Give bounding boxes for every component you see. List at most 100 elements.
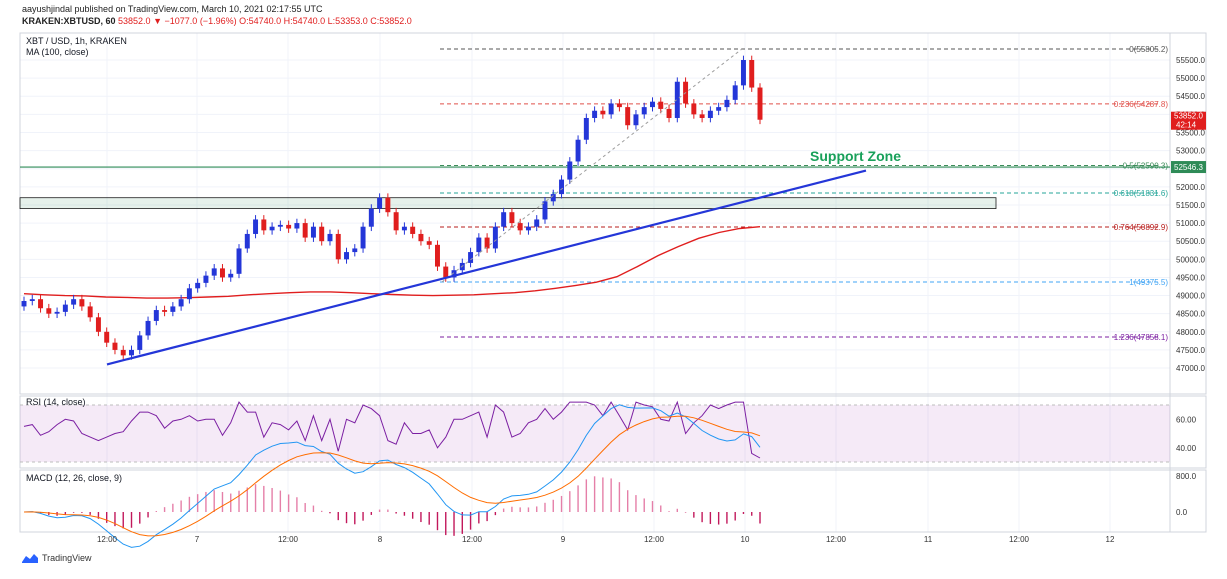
candle-body xyxy=(484,237,490,249)
candle-body xyxy=(435,244,440,267)
x-tick-label: 9 xyxy=(561,535,566,544)
rsi-legend: RSI (14, close) xyxy=(26,397,86,407)
fib-level-label: 0(55805.2) xyxy=(1129,45,1168,54)
candle-body xyxy=(46,308,52,314)
candle-body xyxy=(492,226,498,249)
candle-body xyxy=(153,310,159,321)
candle-body xyxy=(145,320,151,336)
candle-body xyxy=(294,223,300,229)
candle-body xyxy=(137,335,143,350)
x-tick-label: 7 xyxy=(195,535,200,544)
candle-body xyxy=(79,299,85,307)
symbol-prefix: KRAKEN:XBTUSD, 60 xyxy=(22,16,116,26)
candle-body xyxy=(261,219,267,231)
candle-body xyxy=(451,270,457,278)
support-zone-band xyxy=(19,197,997,209)
candle-body xyxy=(550,194,556,202)
candle-body xyxy=(732,85,738,100)
candle-body xyxy=(385,197,391,213)
candle-body xyxy=(699,114,705,118)
fib-level-label: 0.5(52590.3) xyxy=(1123,161,1169,170)
x-tick-label: 10 xyxy=(741,535,750,544)
fib-level-label: 0.618(51831.6) xyxy=(1114,189,1169,198)
candle-body xyxy=(95,317,101,332)
macd-pane-border xyxy=(19,469,1207,533)
candle-body xyxy=(286,224,292,229)
candle-body xyxy=(509,212,515,224)
candle-body xyxy=(178,299,184,307)
candle-body xyxy=(219,268,225,278)
candle-body xyxy=(691,103,697,115)
candle-body xyxy=(443,266,449,278)
y-tick-label: 53500.0 xyxy=(1176,128,1205,137)
candle-body xyxy=(674,81,680,118)
rsi-pane: 40.00 60.00 xyxy=(20,400,1197,463)
candle-body xyxy=(608,103,614,115)
candle-body xyxy=(393,212,399,231)
candle-body xyxy=(418,233,424,242)
candle-body xyxy=(534,219,540,227)
candle-body xyxy=(203,275,209,283)
y-tick-label: 48500.0 xyxy=(1176,310,1205,319)
y-tick-label: 47000.0 xyxy=(1176,364,1205,373)
candle-body xyxy=(517,223,523,231)
candle-body xyxy=(186,288,192,300)
countdown-label: 42:14 xyxy=(1176,121,1197,130)
y-tick-label: 49500.0 xyxy=(1176,273,1205,282)
candle-body xyxy=(344,252,349,260)
candle-body xyxy=(368,208,374,227)
candle-body xyxy=(583,117,589,140)
support-trendline xyxy=(106,169,867,366)
grid xyxy=(20,33,1170,532)
macd-signal-line xyxy=(23,415,761,537)
y-tick-label: 48000.0 xyxy=(1176,328,1205,337)
candle-body xyxy=(319,226,325,242)
tradingview-logo-icon xyxy=(22,554,38,563)
price-change: −1077.0 (−1.96%) xyxy=(164,16,237,26)
candle-body xyxy=(716,107,722,111)
y-tick-label: 52000.0 xyxy=(1176,183,1205,192)
candle-body xyxy=(476,237,482,253)
candle-body xyxy=(62,304,68,312)
publisher-line: aayushjindal published on TradingView.co… xyxy=(22,4,323,14)
candle-body xyxy=(104,331,110,343)
macd-pane: 0.0 800.0 xyxy=(23,404,1197,548)
down-arrow-icon: ▼ xyxy=(153,16,163,26)
rsi-tick-label: 60.00 xyxy=(1176,415,1197,424)
y-tick-label: 55500.0 xyxy=(1176,56,1205,65)
fib-level-label: 0.764(50892.9) xyxy=(1114,223,1169,232)
support-zone-label: Support Zone xyxy=(810,148,901,164)
price-tags: 53852.042:14 52546.3 xyxy=(1171,111,1206,174)
fib-level-label: 1.236(47858.1) xyxy=(1114,333,1169,342)
candle-body xyxy=(707,110,713,118)
trendline-layer xyxy=(106,48,867,366)
fibonacci-levels: 0(55805.2) 0.236(54287.8) 0.5(52590.3) 0.61… xyxy=(440,45,1168,342)
candle-body xyxy=(211,268,217,276)
current-price-label: 53852.0 xyxy=(1174,112,1203,121)
y-tick-label: 55000.0 xyxy=(1176,74,1205,83)
candle-body xyxy=(244,233,250,249)
candle-body xyxy=(641,107,647,115)
candle-body xyxy=(410,226,416,234)
ma-legend: MA (100, close) xyxy=(26,47,89,57)
macd-tick-label: 0.0 xyxy=(1176,508,1188,517)
candle-body xyxy=(170,306,176,312)
candle-body xyxy=(757,87,763,120)
last-price: 53852.0 xyxy=(118,16,151,26)
main-pane-title: XBT / USD, 1h, KRAKEN xyxy=(26,36,127,46)
candle-body xyxy=(352,248,358,253)
candle-body xyxy=(567,161,573,180)
candle-body xyxy=(302,223,308,238)
candle-body xyxy=(625,107,631,126)
ohlc-values: O:54740.0 H:54740.0 L:53353.0 C:53852.0 xyxy=(239,16,412,26)
candle-body xyxy=(658,101,664,109)
main-pane-border xyxy=(19,32,1207,395)
macd-legend: MACD (12, 26, close, 9) xyxy=(26,473,122,483)
candle-body xyxy=(236,248,242,274)
candles xyxy=(21,55,763,360)
fib-anchor-line xyxy=(441,48,743,283)
candle-body xyxy=(71,299,77,305)
candle-body xyxy=(310,226,316,238)
candle-body xyxy=(327,233,333,242)
